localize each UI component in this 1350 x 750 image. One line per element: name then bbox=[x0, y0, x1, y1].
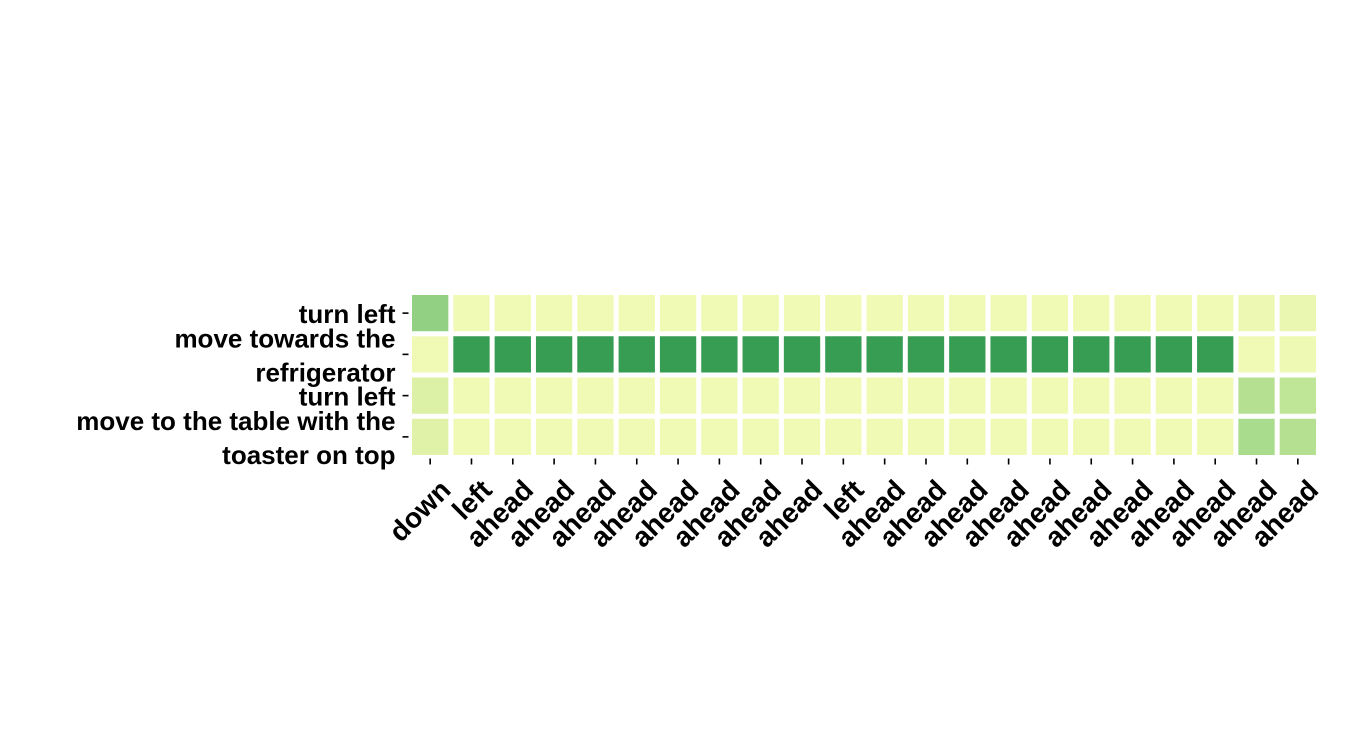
heatmap-cell-r2-c8 bbox=[742, 377, 779, 414]
heatmap-cell-r1-c4 bbox=[577, 336, 614, 373]
heatmap-cell-r2-c20 bbox=[1238, 377, 1275, 414]
y-tick-label: turn left bbox=[299, 382, 396, 412]
heatmap-cell-r0-c7 bbox=[701, 295, 738, 332]
heatmap-cell-r2-c16 bbox=[1073, 377, 1110, 414]
heatmap-cell-r0-c6 bbox=[659, 295, 697, 332]
heatmap-cell-r1-c7 bbox=[701, 336, 738, 373]
y-tick-label: turn left bbox=[299, 299, 396, 329]
heatmap-cell-r2-c11 bbox=[866, 377, 903, 414]
heatmap-cell-r1-c17 bbox=[1114, 336, 1151, 373]
heatmap-cell-r0-c13 bbox=[949, 295, 986, 332]
heatmap-cell-r3-c13 bbox=[949, 418, 986, 455]
heatmap-cell-r2-c21 bbox=[1279, 377, 1316, 414]
heatmap-cell-r2-c6 bbox=[659, 377, 697, 414]
heatmap-cell-r0-c5 bbox=[618, 295, 655, 332]
heatmap-cell-r0-c4 bbox=[577, 295, 614, 332]
heatmap-cell-r3-c14 bbox=[990, 418, 1027, 455]
heatmap-cell-r2-c9 bbox=[783, 377, 821, 414]
heatmap-cell-r2-c12 bbox=[907, 377, 945, 414]
heatmap-cell-r2-c3 bbox=[535, 377, 573, 414]
heatmap-cell-r0-c1 bbox=[453, 295, 490, 332]
heatmap-cell-r3-c18 bbox=[1155, 418, 1193, 455]
heatmap-cell-r2-c14 bbox=[990, 377, 1027, 414]
heatmap-cell-r3-c16 bbox=[1073, 418, 1110, 455]
heatmap-cell-r0-c18 bbox=[1155, 295, 1193, 332]
heatmap-cell-r1-c10 bbox=[825, 336, 862, 373]
heatmap-cell-r3-c21 bbox=[1279, 418, 1316, 455]
heatmap-cell-r2-c4 bbox=[577, 377, 614, 414]
heatmap-cell-r2-c7 bbox=[701, 377, 738, 414]
heatmap-cell-r1-c19 bbox=[1197, 336, 1234, 373]
heatmap-cell-r2-c18 bbox=[1155, 377, 1193, 414]
heatmap-cell-r0-c19 bbox=[1197, 295, 1234, 332]
heatmap-cell-r1-c18 bbox=[1155, 336, 1193, 373]
heatmap-cell-r2-c1 bbox=[453, 377, 490, 414]
heatmap-cell-r3-c8 bbox=[742, 418, 779, 455]
heatmap-cell-r3-c17 bbox=[1114, 418, 1151, 455]
y-tick-label: move to the table with the bbox=[76, 406, 395, 436]
heatmap-cell-r0-c3 bbox=[535, 295, 573, 332]
heatmap-cell-r0-c2 bbox=[494, 295, 531, 332]
heatmap-cell-r2-c2 bbox=[494, 377, 531, 414]
heatmap-cell-r3-c7 bbox=[701, 418, 738, 455]
heatmap-cell-r1-c12 bbox=[907, 336, 945, 373]
heatmap-cell-r0-c15 bbox=[1031, 295, 1069, 332]
heatmap-cell-r1-c14 bbox=[990, 336, 1027, 373]
heatmap-cell-r1-c11 bbox=[866, 336, 903, 373]
heatmap-cell-r3-c12 bbox=[907, 418, 945, 455]
heatmap-cell-r1-c20 bbox=[1238, 336, 1275, 373]
heatmap-cell-r2-c10 bbox=[825, 377, 862, 414]
heatmap-cell-r2-c13 bbox=[949, 377, 986, 414]
heatmap-cell-r1-c8 bbox=[742, 336, 779, 373]
heatmap-cell-r2-c17 bbox=[1114, 377, 1151, 414]
heatmap-cell-r3-c10 bbox=[825, 418, 862, 455]
heatmap-cell-r1-c9 bbox=[783, 336, 821, 373]
heatmap-cell-r0-c17 bbox=[1114, 295, 1151, 332]
heatmap-cell-r3-c5 bbox=[618, 418, 655, 455]
heatmap-cell-r3-c19 bbox=[1197, 418, 1234, 455]
heatmap-cell-r1-c21 bbox=[1279, 336, 1316, 373]
heatmap-cell-r2-c5 bbox=[618, 377, 655, 414]
heatmap-cell-r0-c12 bbox=[907, 295, 945, 332]
heatmap-cell-r1-c0 bbox=[412, 336, 449, 373]
y-tick-label: toaster on top bbox=[222, 440, 395, 470]
heatmap-cell-r1-c3 bbox=[535, 336, 573, 373]
heatmap-cell-r1-c6 bbox=[659, 336, 697, 373]
heatmap-cell-r0-c9 bbox=[783, 295, 821, 332]
heatmap-cell-r1-c1 bbox=[453, 336, 490, 373]
heatmap-cell-r1-c2 bbox=[494, 336, 531, 373]
x-tick-label: down bbox=[383, 474, 457, 548]
heatmap-cell-r1-c5 bbox=[618, 336, 655, 373]
heatmap-cell-r0-c8 bbox=[742, 295, 779, 332]
heatmap-cell-r3-c3 bbox=[535, 418, 573, 455]
x-axis-ticks: downleftaheadaheadaheadaheadaheadaheadah… bbox=[383, 458, 1324, 553]
heatmap-cell-r3-c20 bbox=[1238, 418, 1275, 455]
heatmap-cell-r3-c6 bbox=[659, 418, 697, 455]
heatmap-cell-r3-c2 bbox=[494, 418, 531, 455]
heatmap-cell-r1-c16 bbox=[1073, 336, 1110, 373]
heatmap-cell-r1-c13 bbox=[949, 336, 986, 373]
heatmap-cell-r3-c11 bbox=[866, 418, 903, 455]
heatmap-cell-r2-c0 bbox=[412, 377, 449, 414]
heatmap-cell-r2-c15 bbox=[1031, 377, 1069, 414]
heatmap-cell-r3-c9 bbox=[783, 418, 821, 455]
heatmap-cell-r3-c15 bbox=[1031, 418, 1069, 455]
heatmap-cells bbox=[412, 295, 1316, 455]
heatmap-cell-r0-c0 bbox=[412, 295, 449, 332]
heatmap-cell-r0-c10 bbox=[825, 295, 862, 332]
heatmap-cell-r1-c15 bbox=[1031, 336, 1069, 373]
y-tick-label: refrigerator bbox=[255, 357, 395, 387]
heatmap-cell-r3-c4 bbox=[577, 418, 614, 455]
heatmap-cell-r2-c19 bbox=[1197, 377, 1234, 414]
heatmap-cell-r3-c0 bbox=[412, 418, 449, 455]
heatmap-cell-r0-c11 bbox=[866, 295, 903, 332]
heatmap-cell-r0-c16 bbox=[1073, 295, 1110, 332]
heatmap-cell-r0-c14 bbox=[990, 295, 1027, 332]
heatmap-cell-r3-c1 bbox=[453, 418, 490, 455]
heatmap-cell-r0-c21 bbox=[1279, 295, 1316, 332]
heatmap-cell-r0-c20 bbox=[1238, 295, 1275, 332]
y-tick-label: move towards the bbox=[174, 323, 395, 353]
